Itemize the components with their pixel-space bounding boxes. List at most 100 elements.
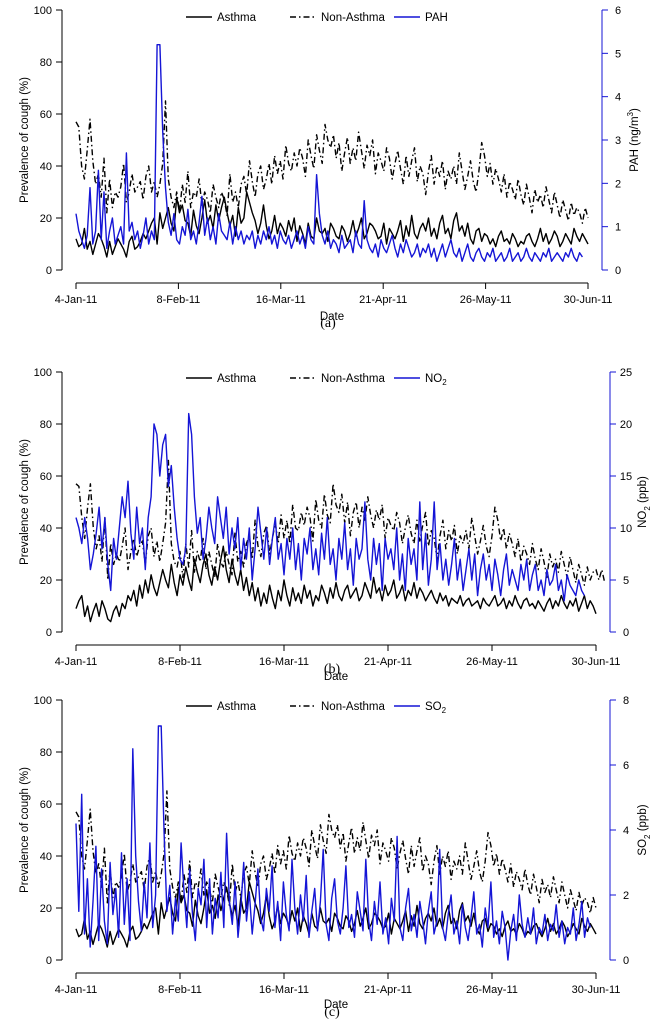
chart-panel-a: Asthma Non-Asthma PAH 020406080100Prevalen… <box>19 5 641 331</box>
right-axis-title-base: SO <box>637 839 649 856</box>
chart-panel-b: Asthma Non-Asthma NO2 020406080100Prevalen… <box>19 367 652 680</box>
x-axis-tick-label: 30-Jun-11 <box>572 656 621 668</box>
x-axis-tick-label: 8-Feb-11 <box>158 984 202 996</box>
series-line-pollutant <box>75 725 591 961</box>
right-axis-tick-label: 4 <box>615 92 621 104</box>
legend-label: Non-Asthma <box>321 701 386 713</box>
plot-lines <box>75 725 597 961</box>
left-axis-tick-label: 0 <box>46 627 52 639</box>
left-axis-tick-label: 0 <box>46 955 52 967</box>
right-axis-title-tail: (ppb) <box>637 476 649 506</box>
left-axis-tick-label: 100 <box>34 367 52 379</box>
right-axis-title: SO2 (ppb) <box>637 804 652 855</box>
left-axis-tick-label: 100 <box>34 695 52 707</box>
x-axis-tick-label: 30-Jun-11 <box>572 984 621 996</box>
legend: Asthma Non-Asthma SO2 <box>186 701 447 715</box>
left-axis-tick-label: 0 <box>46 265 52 277</box>
right-axis-tick-label: 8 <box>623 695 629 707</box>
series-line-non-asthma <box>75 459 606 586</box>
left-axis-tick-label: 40 <box>40 161 52 173</box>
plot-lines <box>75 412 606 623</box>
legend-label-base: SO <box>425 701 442 713</box>
chart-panel-c: Asthma Non-Asthma SO2 020406080100Prevalen… <box>19 695 652 1020</box>
legend-label: Asthma <box>217 12 257 24</box>
x-axis-title: Date <box>320 311 344 323</box>
x-axis-tick-label: 26-May-11 <box>466 984 518 996</box>
axes: 0 20 40 60 80 100 Prevalence of cough (%) 0 5 10 1… <box>19 367 652 680</box>
panel-label: (c) <box>324 1005 340 1020</box>
series-line-non-asthma <box>75 100 589 224</box>
x-axis-tick-label: 8-Feb-11 <box>158 656 202 668</box>
right-axis-title-sup: 3 <box>626 111 635 116</box>
left-axis-title: Prevalence of cough (%) <box>19 767 31 893</box>
series-line-pollutant <box>75 412 586 602</box>
left-axis-title: Prevalence of cough (%) <box>19 439 31 565</box>
left-axis-tick-label: 20 <box>40 213 52 225</box>
right-axis-tick-label: 5 <box>615 48 621 60</box>
x-axis-title: Date <box>324 999 348 1011</box>
legend-label: PAH <box>425 12 448 24</box>
legend-label: NO2 <box>425 373 447 387</box>
left-axis-tick-label: 60 <box>40 799 52 811</box>
legend-label-base: NO <box>425 373 442 385</box>
left-axis-tick-label: 60 <box>40 471 52 483</box>
right-axis-tick-label: 5 <box>623 575 629 587</box>
right-axis-tick-label: 2 <box>615 178 621 190</box>
left-axis-tick-label: 20 <box>40 903 52 915</box>
left-axis-tick-label: 40 <box>40 851 52 863</box>
x-axis-tick-label: 4-Jan-11 <box>55 294 98 306</box>
x-axis-tick-label: 21-Apr-11 <box>359 294 407 306</box>
left-axis-title: Prevalence of cough (%) <box>19 77 31 203</box>
panel-label: (a) <box>320 316 336 331</box>
right-axis-tick-label: 0 <box>623 955 629 967</box>
legend-label: SO2 <box>425 701 447 715</box>
x-axis-tick-label: 16-Mar-11 <box>256 294 306 306</box>
right-axis-title-sub: 2 <box>643 506 652 511</box>
left-axis-tick-label: 100 <box>34 5 52 17</box>
right-axis-tick-label: 25 <box>620 367 632 379</box>
x-axis-tick-label: 26-May-11 <box>460 294 512 306</box>
right-axis-title: PAH (ng/m3) <box>626 108 641 172</box>
right-axis-tick-label: 6 <box>623 760 629 772</box>
axes: 0 20 40 60 80 100 Prevalence of cough (%) 0 1 2 3 4… <box>19 5 641 331</box>
series-line-asthma <box>75 545 597 623</box>
axes: 0 20 40 60 80 100 Prevalence of cough (%) 0 2 4 6 8… <box>19 695 652 1020</box>
left-axis-tick-label: 80 <box>40 747 52 759</box>
right-axis-tick-label: 3 <box>615 135 621 147</box>
right-axis-tick-label: 20 <box>620 419 632 431</box>
legend-label: Asthma <box>217 701 257 713</box>
legend-label: Asthma <box>217 373 257 385</box>
x-axis-tick-label: 4-Jan-11 <box>55 984 98 996</box>
right-axis-tick-label: 0 <box>615 265 621 277</box>
x-axis-tick-label: 30-Jun-11 <box>564 294 613 306</box>
left-axis-tick-label: 80 <box>40 419 52 431</box>
legend-label: Non-Asthma <box>321 373 386 385</box>
plot-lines <box>75 44 589 262</box>
legend-label-sub: 2 <box>442 378 447 387</box>
series-line-asthma <box>75 881 597 948</box>
legend-label-sub: 2 <box>442 706 447 715</box>
legend-label: Non-Asthma <box>321 12 386 24</box>
right-axis-tick-label: 2 <box>623 890 629 902</box>
right-axis-tick-label: 15 <box>620 471 632 483</box>
right-axis-tick-label: 10 <box>620 523 632 535</box>
x-axis-tick-label: 21-Apr-11 <box>364 984 412 996</box>
series-line-pollutant <box>75 44 583 262</box>
left-axis-tick-label: 20 <box>40 575 52 587</box>
right-axis-tick-label: 0 <box>623 627 629 639</box>
series-line-non-asthma <box>75 790 597 914</box>
right-axis-title-tail: (ppb) <box>637 804 649 834</box>
panel-label: (b) <box>324 662 341 677</box>
x-axis-tick-label: 8-Feb-11 <box>156 294 200 306</box>
legend: Asthma Non-Asthma NO2 <box>186 373 447 387</box>
x-axis-tick-label: 21-Apr-11 <box>364 656 412 668</box>
right-axis-title-base: NO <box>637 511 649 528</box>
right-axis-title-sub: 2 <box>643 834 652 839</box>
x-axis-title: Date <box>324 671 348 680</box>
x-axis-tick-label: 4-Jan-11 <box>55 656 98 668</box>
right-axis-tick-label: 6 <box>615 5 621 17</box>
x-axis-tick-label: 16-Mar-11 <box>259 656 309 668</box>
right-axis-tick-label: 4 <box>623 825 629 837</box>
legend: Asthma Non-Asthma PAH <box>186 12 448 24</box>
right-axis-title-tail: ) <box>629 108 641 112</box>
